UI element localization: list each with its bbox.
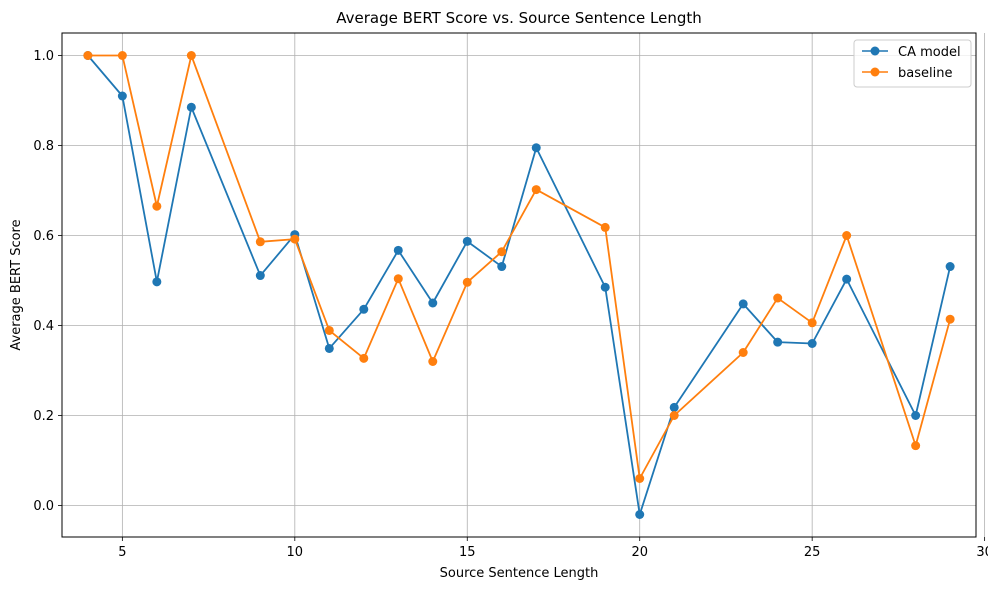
data-point-ca-model	[669, 402, 679, 412]
data-point-ca-model	[738, 299, 748, 309]
x-tick-label: 25	[804, 545, 821, 560]
data-point-baseline	[600, 222, 610, 232]
data-point-baseline	[635, 474, 645, 483]
data-point-ca-model	[945, 262, 955, 272]
data-point-baseline	[428, 357, 438, 366]
data-point-ca-model	[635, 510, 645, 519]
y-tick-label: 1.0	[33, 49, 54, 64]
data-point-baseline	[773, 293, 783, 303]
data-point-ca-model	[152, 277, 162, 287]
data-point-baseline	[497, 247, 507, 257]
data-point-ca-model	[600, 282, 610, 292]
data-point-ca-model	[186, 102, 196, 112]
data-point-baseline	[807, 318, 817, 328]
data-point-baseline	[152, 201, 162, 211]
x-tick-label: 10	[287, 545, 304, 560]
x-tick-label: 15	[459, 545, 476, 560]
data-point-baseline	[842, 231, 852, 240]
data-point-baseline	[531, 185, 541, 195]
y-axis-ticks: 0.0 0.2 0.4 0.6 0.8 1.0	[33, 49, 62, 514]
series-baseline	[83, 51, 955, 483]
data-point-ca-model	[428, 298, 438, 308]
chart-title: Average BERT Score vs. Source Sentence L…	[336, 9, 702, 27]
x-axis-label: Source Sentence Length	[440, 566, 599, 581]
legend-marker-baseline	[870, 67, 880, 77]
legend-marker-ca-model	[870, 46, 880, 56]
x-tick-label: 20	[631, 545, 648, 560]
legend: CA model baseline	[853, 39, 972, 88]
data-point-baseline	[945, 314, 955, 324]
data-point-baseline	[911, 441, 921, 451]
data-point-ca-model	[117, 91, 127, 101]
data-point-ca-model	[911, 411, 921, 420]
data-point-baseline	[738, 348, 748, 357]
data-point-baseline	[462, 277, 472, 287]
data-point-baseline	[669, 411, 679, 420]
data-point-baseline	[359, 353, 369, 363]
data-point-ca-model	[393, 245, 403, 255]
data-point-baseline	[290, 234, 300, 244]
y-tick-label: 0.4	[33, 319, 54, 334]
data-point-ca-model	[497, 262, 507, 272]
data-point-ca-model	[359, 304, 369, 314]
data-point-ca-model	[531, 143, 541, 153]
y-tick-label: 0.6	[33, 229, 54, 244]
series-layer	[83, 51, 955, 519]
grid	[62, 33, 986, 537]
data-point-ca-model	[255, 271, 265, 281]
data-point-baseline	[324, 325, 334, 335]
y-axis-label: Average BERT Score	[9, 219, 24, 350]
data-point-ca-model	[842, 274, 852, 284]
data-point-ca-model	[807, 339, 817, 348]
series-line-ca-model	[87, 54, 952, 516]
y-tick-label: 0.0	[33, 499, 54, 514]
legend-label-ca-model: CA model	[898, 45, 961, 60]
series-line-baseline	[87, 54, 951, 480]
plot-frame	[61, 32, 977, 538]
legend-label-baseline: baseline	[898, 66, 952, 81]
y-tick-label: 0.2	[33, 409, 54, 424]
y-tick-label: 0.8	[33, 139, 54, 154]
x-axis-ticks: 5 10 15 20 25 30	[118, 537, 988, 560]
data-point-baseline	[393, 274, 403, 284]
data-point-ca-model	[462, 236, 472, 246]
x-tick-label: 30	[976, 545, 988, 560]
x-tick-label: 5	[118, 545, 126, 560]
data-point-baseline	[186, 51, 196, 60]
data-point-baseline	[117, 51, 127, 60]
data-point-ca-model	[773, 337, 783, 347]
data-point-baseline	[255, 237, 265, 247]
data-point-baseline	[83, 51, 93, 60]
data-point-ca-model	[324, 343, 334, 353]
